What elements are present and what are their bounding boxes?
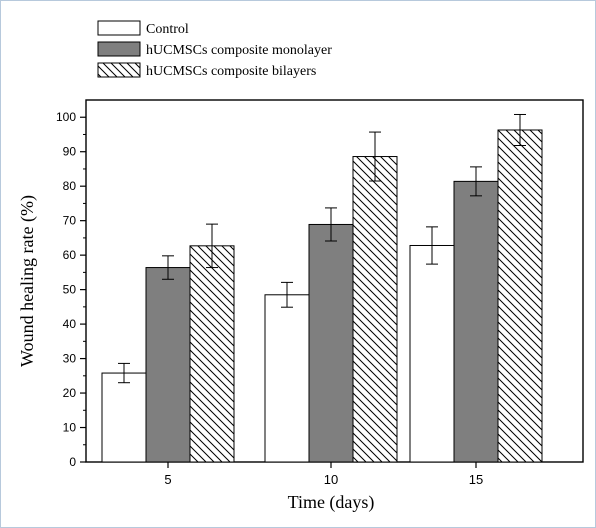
y-tick-label: 30 <box>63 352 77 366</box>
bar-10-series-2 <box>308 223 354 463</box>
legend-swatch <box>97 20 141 36</box>
y-tick-label: 20 <box>63 386 77 400</box>
y-tick-label: 40 <box>63 317 77 331</box>
x-axis-label: Time (days) <box>288 492 375 513</box>
bar-5-series-2 <box>145 267 191 463</box>
legend: Control hUCMSCs composite monolayer hUCMSC… <box>97 20 332 79</box>
y-tick-label: 90 <box>63 145 77 159</box>
bar-10-series-3 <box>352 156 398 463</box>
x-axis-ticks: 5 10 15 <box>164 462 483 487</box>
legend-swatch <box>97 41 141 57</box>
y-axis-label: Wound healing rate (%) <box>17 195 38 367</box>
bar-5-series-3 <box>189 245 235 463</box>
x-tick-label: 15 <box>469 472 483 487</box>
legend-swatch <box>97 62 141 78</box>
y-tick-label: 0 <box>69 455 76 469</box>
y-tick-label: 100 <box>56 110 76 124</box>
y-tick-label: 10 <box>63 421 77 435</box>
y-axis-ticks: 0 10 20 30 40 50 60 70 80 90 100 <box>56 110 86 469</box>
x-tick-label: 10 <box>324 472 338 487</box>
bar-10-series-1 <box>264 294 310 463</box>
legend-label: hUCMSCs composite monolayer <box>146 43 332 58</box>
y-tick-label: 50 <box>63 283 77 297</box>
bar-15-series-1 <box>409 244 455 463</box>
y-tick-label: 70 <box>63 214 77 228</box>
bar-5-series-1 <box>101 372 147 463</box>
bar-15-series-2 <box>453 180 499 463</box>
legend-label: Control <box>146 22 189 37</box>
error-bars <box>118 113 526 384</box>
x-tick-label: 5 <box>164 472 171 487</box>
legend-label: hUCMSCs composite bilayers <box>146 64 316 79</box>
bar-15-series-3 <box>497 129 543 463</box>
y-tick-label: 60 <box>63 248 77 262</box>
bars <box>101 129 543 463</box>
y-tick-label: 80 <box>63 179 77 193</box>
